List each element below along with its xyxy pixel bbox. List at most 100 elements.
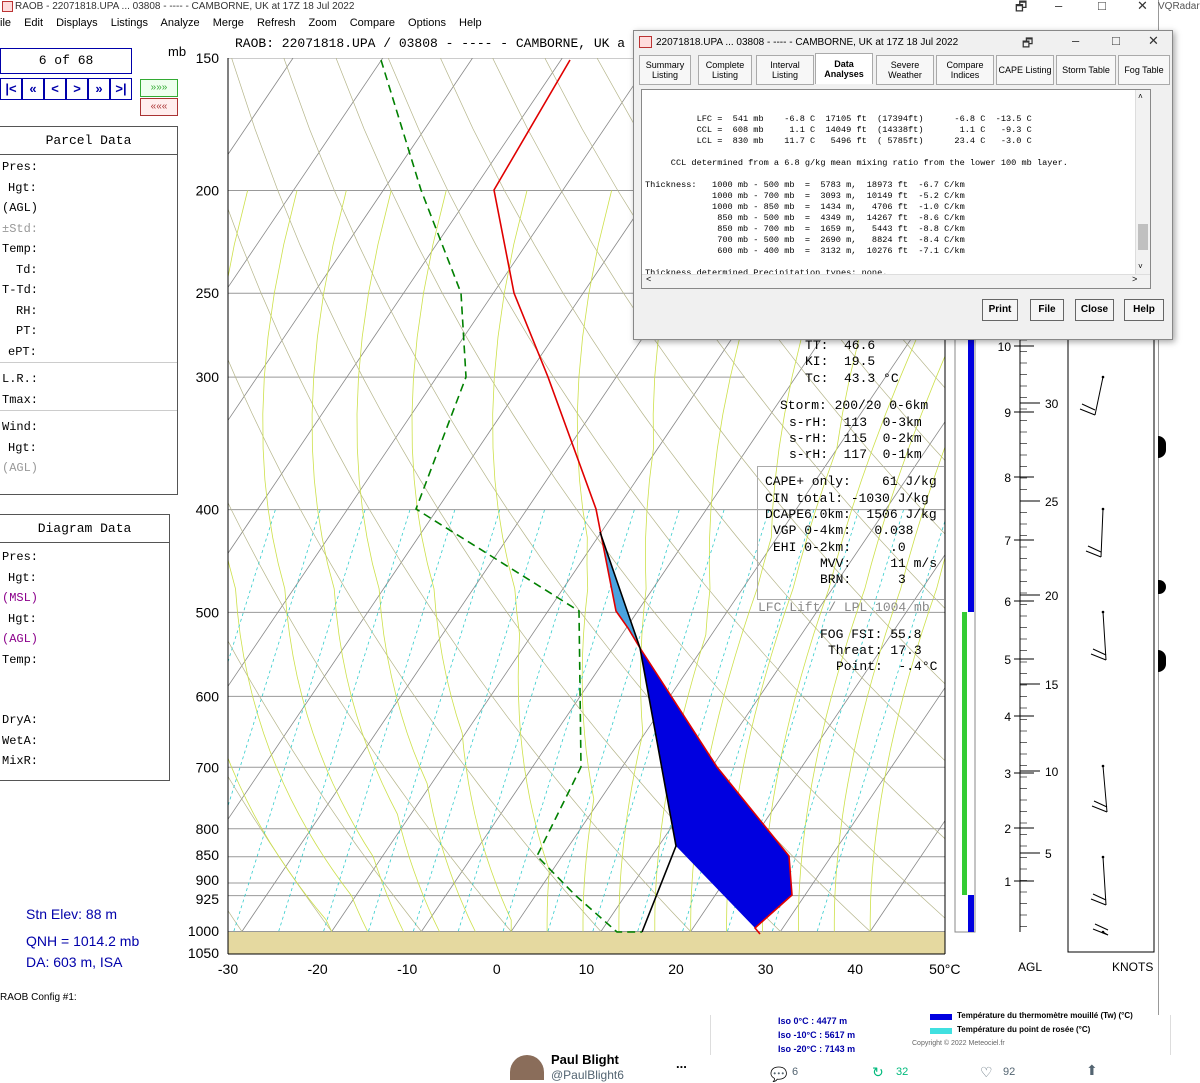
tab-compare-indices[interactable]: Compare Indices (936, 55, 994, 85)
tab-storm-table[interactable]: Storm Table (1056, 55, 1116, 85)
menu-help[interactable]: Help (459, 17, 482, 29)
close-icon[interactable]: ✕ (1137, 0, 1148, 13)
dialog-restore-icon[interactable]: 🗗 (1022, 36, 1034, 50)
parcel-row: Hgt: (8, 440, 37, 455)
index-ki: KI: 19.5 (805, 354, 876, 369)
retweet-icon[interactable]: ↻ (872, 1064, 884, 1080)
tweet-author-name[interactable]: Paul Blight (551, 1052, 619, 1067)
reply-icon[interactable]: 💬 (770, 1066, 788, 1082)
menu-displays[interactable]: Displays (56, 17, 98, 29)
dry-adiabat-line (228, 358, 622, 954)
cin-value: CIN total: -1030 J/kg (765, 491, 929, 506)
listing-line (645, 169, 1150, 180)
menu-options[interactable]: Options (408, 17, 446, 29)
srh-0-2km: s-rH: 115 0-2km (789, 431, 922, 446)
temperature-tick-label: -20 (307, 961, 327, 977)
menu-merge[interactable]: Merge (212, 17, 244, 29)
isotherm-line (0, 58, 24, 954)
tab-summary-listing[interactable]: Summary Listing (639, 55, 691, 85)
wind-barb-flag (1091, 805, 1108, 813)
pressure-tick-label: 1050 (188, 945, 219, 961)
wind-barb-tip (1101, 764, 1105, 768)
retweet-count: 32 (896, 1066, 909, 1078)
vertical-scrollbar[interactable]: ˄ ˅ (1135, 90, 1150, 274)
file-button[interactable]: File (1030, 299, 1064, 321)
like-icon[interactable]: ♡ (980, 1064, 993, 1080)
isotherm-line (228, 58, 294, 156)
data-analyses-dialog: 22071818.UPA ... 03808 - ---- - CAMBORNE… (633, 30, 1173, 340)
maximize-icon[interactable]: □ (1098, 0, 1106, 13)
cape-column-bar (968, 336, 974, 612)
dialog-close-icon[interactable]: ✕ (1148, 33, 1159, 48)
diagram-row: (MSL) (2, 591, 39, 605)
more-options-icon[interactable]: ... (676, 1056, 687, 1071)
km-label: 10 (998, 340, 1012, 354)
scroll-right-icon[interactable]: > (1132, 275, 1138, 285)
moist-adiabat-line (228, 190, 368, 932)
dcape-value: DCAPE6.0km: 1506 J/kg (765, 507, 937, 522)
menu-file[interactable]: ile (0, 17, 12, 29)
pressure-tick-label: 150 (196, 50, 220, 66)
menu-refresh[interactable]: Refresh (256, 17, 296, 29)
dry-adiabat-line (492, 58, 945, 685)
dialog-minimize-icon[interactable]: – (1072, 33, 1080, 48)
listing-line: CCL = 608 mb 1.1 C 14049 ft (14338ft) 1.… (645, 125, 1032, 135)
fog-fsi: FOG FSI: 55.8 (820, 627, 922, 642)
wind-barb-down-icon[interactable]: ««« (140, 98, 178, 116)
restore-icon[interactable]: 🗗 (1015, 0, 1028, 14)
parcel-row: ePT: (0, 342, 177, 363)
last-sounding-button[interactable]: >| (110, 78, 132, 100)
tab-data-analyses[interactable]: Data Analyses (815, 53, 873, 84)
temperature-tick-label: 20 (668, 961, 684, 977)
scroll-up-icon[interactable]: ˄ (1138, 93, 1143, 102)
parcel-row: Pres: (2, 160, 39, 174)
cape-area (640, 648, 792, 928)
pressure-tick-label: 700 (196, 759, 220, 775)
wind-barb-up-icon[interactable]: »»» (140, 79, 178, 97)
next-ten-button[interactable]: » (88, 78, 110, 100)
sounding-counter[interactable]: 6 of 68 (0, 48, 132, 74)
next-sounding-button[interactable]: > (66, 78, 88, 100)
background-bullet-icon (1158, 580, 1166, 594)
brn-value: BRN: 3 (820, 572, 906, 587)
tab-cape-listing[interactable]: CAPE Listing (996, 55, 1054, 85)
print-button[interactable]: Print (982, 299, 1018, 321)
tab-complete-listing[interactable]: Complete Listing (698, 55, 752, 85)
menu-analyze[interactable]: Analyze (160, 17, 200, 29)
scroll-thumb[interactable] (1138, 224, 1148, 250)
tab-severe-weather[interactable]: Severe Weather (876, 55, 934, 85)
tab-interval-listing[interactable]: Interval Listing (756, 55, 814, 85)
temperature-tick-label: 30 (758, 961, 774, 977)
fog-point: Point: -.4°C (836, 659, 938, 674)
minimize-icon[interactable]: – (1055, 0, 1063, 13)
horizontal-scrollbar[interactable]: < > (642, 274, 1150, 288)
kft-label: 20 (1045, 589, 1059, 603)
isotherm-line (228, 58, 473, 422)
temperature-tick-label: 50°C (929, 961, 960, 977)
low-cape-column-bar (968, 895, 974, 932)
mvv-value: MVV: 11 m/s (820, 556, 938, 571)
prev-ten-button[interactable]: « (22, 78, 44, 100)
analysis-listing[interactable]: LFC = 541 mb -6.8 C 17105 ft (17394ft) -… (641, 89, 1151, 289)
isotherm-line (675, 554, 945, 954)
isotherm-line (0, 58, 203, 954)
moist-adiabat-line (690, 190, 849, 932)
avatar[interactable] (510, 1055, 544, 1080)
menu-zoom[interactable]: Zoom (308, 17, 337, 29)
close-button[interactable]: Close (1075, 299, 1114, 321)
background-bullet-icon (1158, 436, 1166, 458)
help-button[interactable]: Help (1124, 299, 1164, 321)
parcel-row: Wind: (2, 420, 39, 434)
isotherm-line (0, 58, 114, 954)
dialog-maximize-icon[interactable]: □ (1112, 33, 1120, 48)
menu-compare[interactable]: Compare (349, 17, 395, 29)
scroll-down-icon[interactable]: ˅ (1138, 263, 1143, 272)
prev-sounding-button[interactable]: < (44, 78, 66, 100)
tab-fog-table[interactable]: Fog Table (1118, 55, 1170, 85)
parcel-row: Td: (16, 262, 38, 277)
share-icon[interactable]: ⬆ (1086, 1062, 1098, 1078)
scroll-left-icon[interactable]: < (646, 275, 652, 285)
first-sounding-button[interactable]: |< (0, 78, 22, 100)
menu-edit[interactable]: Edit (24, 17, 44, 29)
menu-listings[interactable]: Listings (110, 17, 149, 29)
